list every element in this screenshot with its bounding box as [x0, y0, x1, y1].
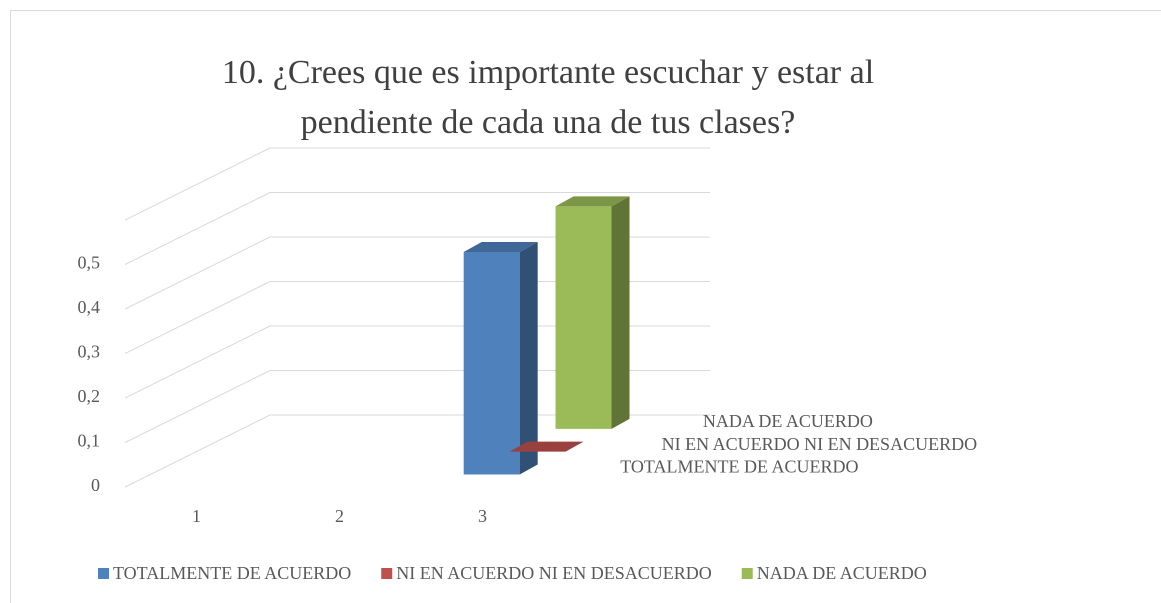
bar-face [509, 441, 584, 452]
y-tick-label: 0,2 [78, 386, 101, 406]
legend-label: NADA DE ACUERDO [757, 563, 927, 583]
x-tick-label: 1 [192, 506, 201, 526]
grid-line [124, 147, 271, 221]
bar-face [463, 251, 520, 475]
y-tick-label: 0,1 [78, 431, 101, 451]
y-tick-label: 0 [91, 475, 100, 495]
series-axis-label: NI EN ACUERDO NI EN DESACUERDO [662, 434, 978, 454]
grid-line [124, 192, 271, 265]
y-tick-label: 0,5 [78, 253, 101, 273]
legend-swatch [98, 568, 109, 579]
series-axis-label: TOTALMENTE DE ACUERDO [620, 457, 858, 477]
bar-face [555, 206, 612, 429]
bar [555, 196, 630, 429]
y-tick-label: 0,3 [78, 342, 101, 362]
legend-swatch [381, 568, 393, 579]
grid-line [124, 370, 271, 443]
bar [463, 241, 538, 475]
legend-label: NI EN ACUERDO NI EN DESACUERDO [396, 563, 712, 583]
bar-face [611, 196, 630, 429]
x-tick-label: 3 [478, 506, 487, 526]
grid-line [124, 325, 271, 399]
grid-line [124, 236, 271, 310]
chart-title: 10. ¿Crees que es importante escuchar y … [222, 54, 874, 91]
legend-label: TOTALMENTE DE ACUERDO [113, 563, 351, 583]
x-tick-label: 2 [335, 506, 344, 526]
chart-title: pendiente de cada una de tus clases? [301, 104, 796, 141]
y-tick-label: 0,4 [78, 297, 101, 317]
bar-face [519, 241, 538, 475]
bar-face [463, 241, 538, 252]
series-axis-label: NADA DE ACUERDO [703, 411, 873, 431]
bar-face [555, 196, 630, 207]
grid-line [124, 281, 271, 354]
legend-swatch [741, 568, 753, 579]
bar [509, 441, 584, 452]
grid-line [124, 414, 271, 488]
